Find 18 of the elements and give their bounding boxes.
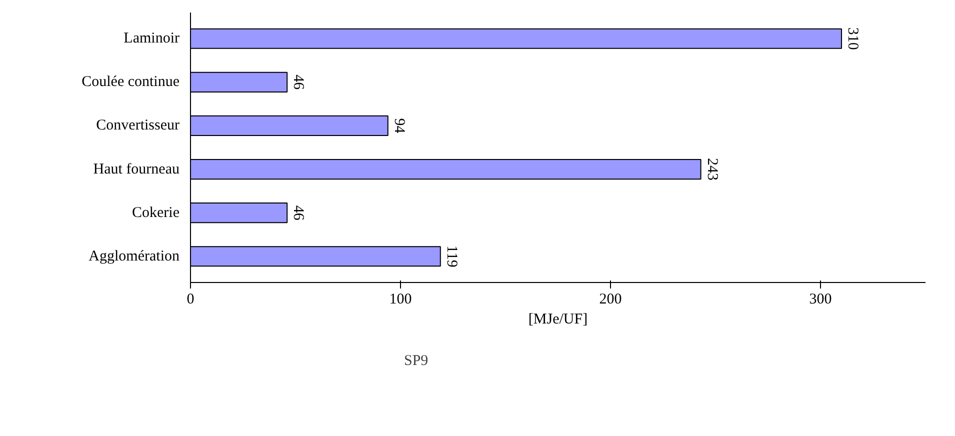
y-tick-label: Cokerie (132, 204, 180, 221)
data-label: 119 (443, 245, 460, 268)
x-axis-title: [MJe/UF] (528, 312, 588, 328)
y-tick-label: Agglomération (88, 248, 180, 264)
data-label: 310 (844, 27, 860, 50)
data-label: 46 (290, 74, 306, 90)
x-tick-label: 200 (599, 292, 622, 308)
x-tick-label: 300 (809, 292, 832, 308)
y-tick-label: Convertisseur (96, 118, 180, 134)
data-label: 46 (290, 205, 306, 221)
data-label: 243 (704, 158, 720, 181)
x-tick-label: 100 (389, 292, 412, 308)
text: SP9 (404, 353, 428, 370)
x-tick-label: 0 (186, 292, 194, 308)
y-tick-label: Laminoir (124, 30, 180, 47)
data-label: 94 (390, 118, 407, 134)
y-tick-label: Coulée continue (82, 74, 180, 90)
y-tick-label: Haut fourneau (93, 161, 180, 178)
